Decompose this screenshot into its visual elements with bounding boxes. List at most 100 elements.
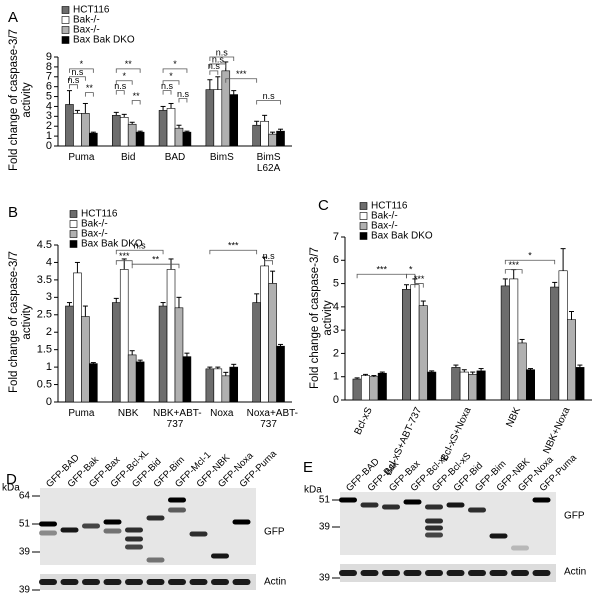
significance-bracket	[209, 56, 235, 61]
error-bar	[354, 377, 360, 380]
error-bar	[74, 261, 80, 273]
bar	[500, 285, 510, 401]
error-bar	[66, 90, 72, 105]
bar	[369, 376, 379, 401]
gfp-band	[168, 507, 186, 513]
legend-label: Bak-/-	[73, 15, 100, 26]
y-tick-label: 4	[333, 301, 339, 313]
gfp-band	[103, 528, 122, 534]
gfp-band	[403, 499, 422, 505]
error-bar	[90, 131, 96, 134]
bar	[260, 265, 269, 403]
significance-label: **	[152, 255, 160, 265]
bar	[119, 269, 129, 403]
gfp-band	[39, 530, 57, 536]
gfp-band	[425, 532, 443, 538]
error-bar	[371, 375, 377, 377]
y-tick-label: 5	[333, 277, 339, 289]
bar	[135, 361, 145, 403]
gfp-band	[489, 533, 508, 539]
y-axis-label: Fold change of caspase-3/7 activity	[8, 251, 33, 393]
bar	[410, 284, 420, 401]
gfp-band	[146, 557, 165, 563]
bar	[166, 269, 176, 403]
error-bar	[560, 248, 566, 271]
y-tick-label: 0	[333, 394, 339, 406]
x-tick-label: NBK	[504, 405, 523, 429]
legend-swatch	[359, 222, 368, 230]
gfp-band	[189, 531, 208, 537]
y-tick-label: 3	[46, 110, 52, 122]
legend-swatch	[69, 220, 78, 228]
bar	[81, 316, 90, 403]
significance-bracket	[209, 70, 219, 75]
y-tick-label: 3	[333, 324, 339, 336]
error-bar	[137, 359, 143, 362]
error-bar	[129, 350, 135, 355]
marker-label: 64	[19, 491, 31, 502]
significance-bracket	[162, 90, 172, 95]
gfp-band	[211, 553, 229, 559]
significance-bracket	[178, 98, 188, 103]
error-bar	[121, 113, 127, 118]
panel-letter: C	[318, 197, 329, 214]
bar	[268, 133, 277, 147]
bar	[402, 289, 412, 401]
x-tick-label: Puma	[68, 152, 95, 163]
error-bar	[461, 369, 467, 373]
actin-band	[125, 579, 143, 585]
error-bar	[215, 366, 221, 369]
legend-swatch	[61, 16, 70, 24]
legend-label: Bax-/-	[81, 229, 108, 240]
x-tick-label: Noxa	[210, 408, 234, 419]
x-tick-label: BimS L62A	[256, 152, 281, 174]
x-tick-label: Bcl-xS	[353, 405, 375, 436]
bar	[276, 345, 285, 403]
error-bar	[231, 90, 237, 95]
marker-label: 39	[319, 573, 331, 584]
gfp-band	[125, 544, 143, 550]
y-tick-label: 7	[333, 231, 339, 243]
y-tick-label: 2	[46, 120, 52, 132]
legend-label: Bax Bak DKO	[81, 239, 143, 250]
gfp-band	[360, 502, 379, 508]
significance-bracket	[115, 80, 133, 85]
band-label: Actin	[264, 577, 286, 588]
band-label: Actin	[564, 567, 586, 578]
error-bar	[168, 102, 174, 109]
actin-band	[168, 579, 186, 585]
error-bar	[82, 305, 88, 317]
band-label: GFP	[264, 527, 285, 538]
gfp-band	[339, 497, 357, 503]
significance-label: **	[86, 83, 94, 93]
error-bar	[176, 124, 182, 129]
error-bar	[160, 302, 166, 307]
bar	[468, 374, 478, 401]
bar	[127, 354, 137, 403]
legend-swatch	[69, 210, 78, 218]
bar	[268, 283, 277, 403]
significance-bracket	[115, 90, 125, 95]
legend-swatch	[61, 6, 70, 14]
bar	[158, 110, 168, 147]
significance-label: n.s	[161, 81, 174, 91]
gfp-band	[125, 527, 143, 533]
significance-bracket	[356, 273, 407, 279]
significance-bracket	[131, 100, 141, 105]
significance-bracket	[115, 249, 164, 255]
error-bar	[254, 293, 260, 303]
error-bar	[137, 130, 143, 133]
error-bar	[223, 371, 229, 376]
actin-band	[468, 570, 486, 576]
y-tick-label: 4	[46, 100, 52, 112]
error-bar	[379, 371, 385, 374]
significance-bracket	[69, 68, 94, 73]
bar	[89, 132, 98, 147]
bar	[65, 305, 74, 403]
significance-bracket	[414, 283, 424, 288]
y-tick-label: 3.5	[37, 274, 52, 286]
y-tick-label: 2	[333, 347, 339, 359]
significance-bracket	[69, 84, 78, 89]
bar	[377, 372, 387, 401]
y-tick-label: 1	[333, 371, 339, 383]
